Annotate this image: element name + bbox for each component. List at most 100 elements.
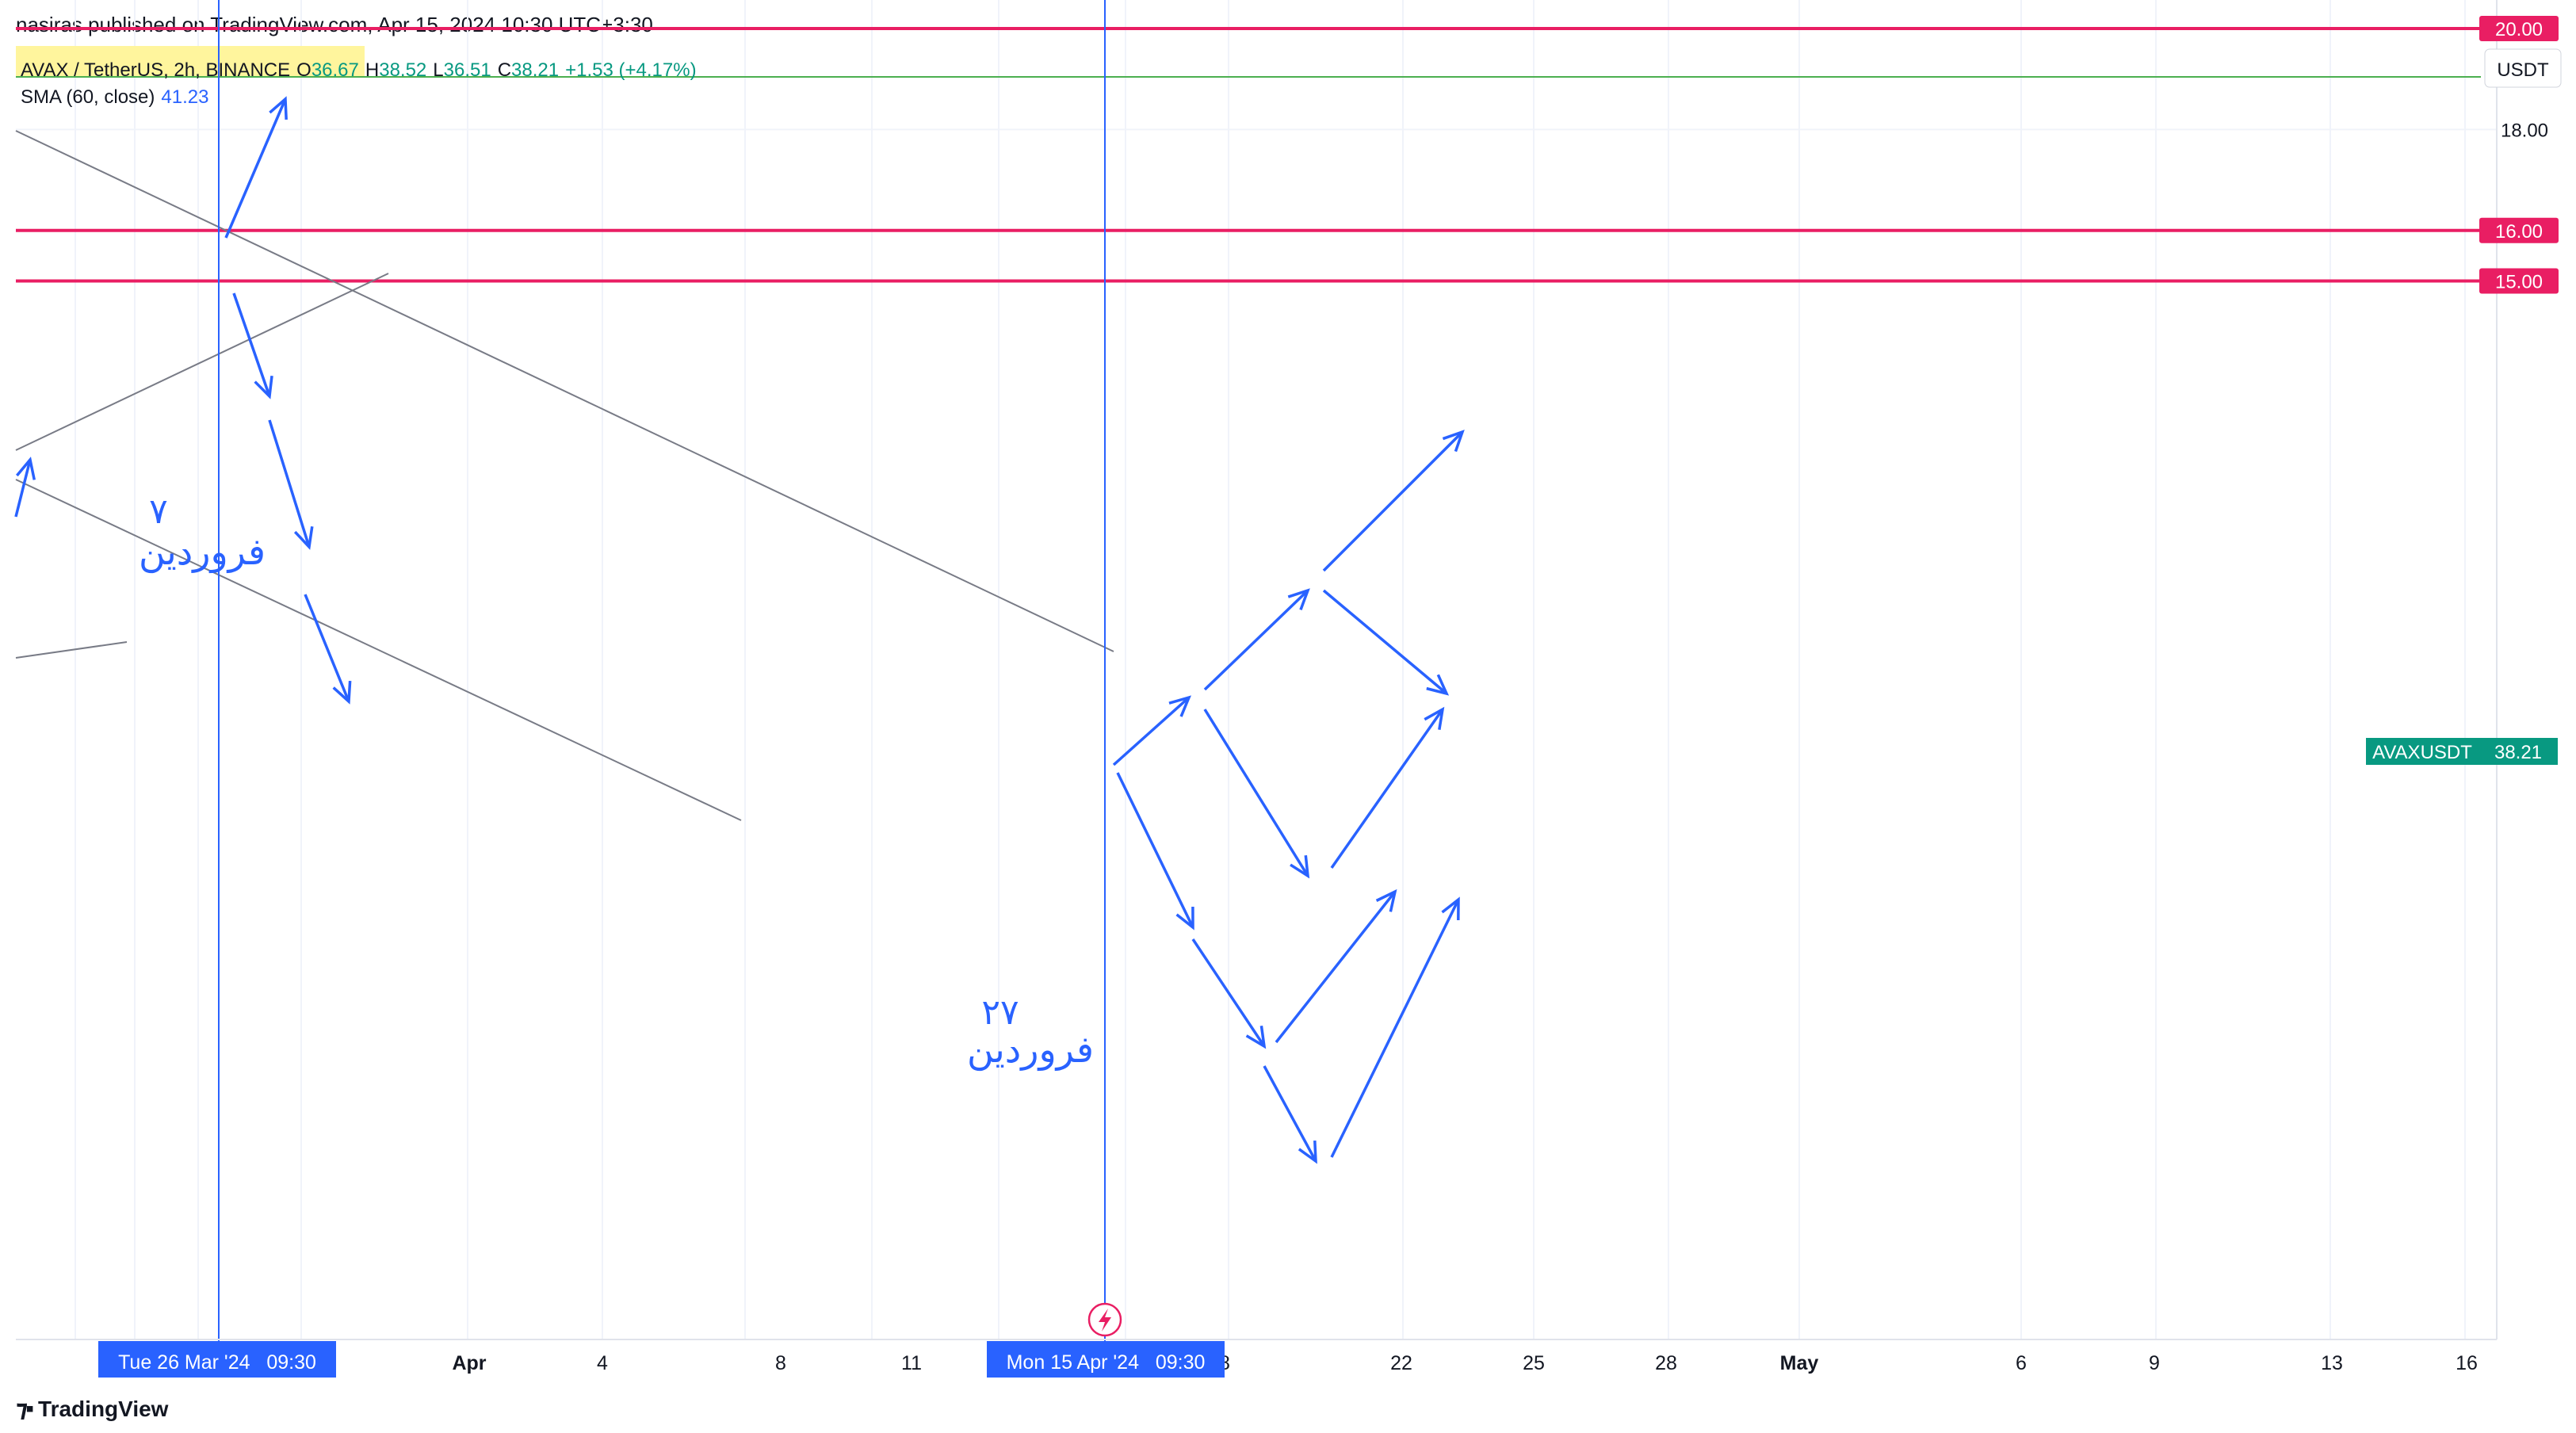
trend-line-3: [15, 641, 128, 659]
arrow-head: [1290, 854, 1310, 879]
arrow-10: [1330, 706, 1445, 869]
tradingview-logo-icon: ⁊▪: [16, 1396, 34, 1422]
time-tick-11: 13: [2321, 1352, 2343, 1374]
chart-legend: AVAX / TetherUS, 2h, BINANCE O36.67 H38.…: [21, 57, 697, 111]
arrow-13: [1275, 888, 1397, 1044]
arrow-4: [304, 594, 352, 705]
arrow-11: [1116, 772, 1194, 930]
cursor-lines: [218, 0, 1106, 1341]
arrow-head: [1441, 896, 1460, 921]
arrow-head: [1298, 1140, 1317, 1164]
level-tag-14: 20.00: [2479, 16, 2559, 41]
arrow-7: [1322, 430, 1465, 572]
legend-close: 38.21: [511, 59, 560, 81]
arrow-head: [269, 96, 288, 120]
time-tick-9: 6: [2016, 1352, 2027, 1374]
annotation-right-number: ۲۷: [981, 993, 1019, 1032]
legend-change: +1.53 (+4.17%): [565, 59, 697, 81]
arrow-head: [1375, 888, 1397, 912]
time-cursor-left-box: [98, 1341, 336, 1378]
chart-grid: [16, 0, 2497, 1339]
price-axis: USDT 64.0058.0056.0054.0048.0046.0042.00…: [2366, 0, 2562, 1339]
arrow-head: [254, 375, 273, 399]
time-cursor-right-label: Mon 15 Apr '24 09:30: [1007, 1351, 1206, 1374]
legend-open: 36.67: [311, 59, 359, 81]
publisher-line: nasiras published on TradingView.com, Ap…: [16, 13, 653, 36]
arrow-shaft: [1203, 709, 1309, 877]
lightning-icon[interactable]: [1087, 1302, 1122, 1337]
persian-annotations: ۷ فروردین ۲۷ فروردین: [139, 492, 1094, 1072]
legend-symbol[interactable]: AVAX / TetherUS, 2h, BINANCE: [21, 59, 291, 81]
time-tick-8: May: [1780, 1352, 1819, 1374]
arrow-shaft: [14, 459, 32, 518]
arrow-0: [14, 457, 36, 518]
level-tag-label: 20.00: [2495, 19, 2543, 40]
annotation-right-word: فروردین: [967, 1029, 1094, 1072]
highlight-zones: [16, 46, 365, 78]
currency-label[interactable]: USDT: [2497, 59, 2549, 81]
trend-line-0: [15, 130, 1114, 652]
legend-sma-label[interactable]: SMA (60, close): [21, 86, 155, 108]
arrow-shaft: [1330, 708, 1444, 869]
arrow-shaft: [1322, 589, 1448, 695]
time-cursor-right-box: [987, 1341, 1225, 1378]
time-tick-7: 28: [1655, 1352, 1677, 1374]
arrow-shaft: [1275, 890, 1397, 1044]
arrow-shaft: [232, 292, 271, 397]
arrow-9: [1203, 709, 1310, 879]
level-tag-box: [2479, 16, 2559, 41]
currency-box: [2484, 48, 2562, 88]
arrow-shaft: [1203, 589, 1309, 691]
time-tick-6: 25: [1523, 1352, 1545, 1374]
arrow-shaft: [1322, 430, 1464, 572]
time-tick-10: 9: [2149, 1352, 2160, 1374]
arrow-head: [16, 457, 36, 480]
level-tag-box: [2479, 268, 2559, 294]
arrow-shaft: [1191, 938, 1266, 1047]
annotation-left-number: ۷: [149, 492, 168, 531]
trend-line-2: [15, 479, 742, 821]
arrow-1: [224, 96, 288, 239]
arrow-12: [1191, 938, 1267, 1049]
arrow-head: [1245, 1026, 1267, 1049]
arrow-head: [1168, 695, 1191, 717]
symbol-tag-name: AVAXUSDT: [2372, 742, 2472, 763]
arrow-head: [1287, 588, 1310, 610]
level-tag-box: [2479, 217, 2559, 243]
time-tick-5: 22: [1390, 1352, 1412, 1374]
arrow-shaft: [304, 594, 350, 702]
legend-high: 38.52: [379, 59, 427, 81]
time-cursor-left-label: Tue 26 Mar '24 09:30: [118, 1351, 316, 1374]
zone-legend: [16, 46, 365, 78]
arrow-15: [1330, 896, 1460, 1158]
arrow-head: [293, 526, 314, 550]
arrow-3: [268, 419, 314, 550]
time-tick-3: 11: [901, 1352, 922, 1374]
arrow-6: [1203, 588, 1310, 691]
time-tick-2: 8: [775, 1352, 786, 1374]
legend-low: 36.51: [443, 59, 491, 81]
arrow-head: [1426, 674, 1450, 696]
tradingview-logo[interactable]: ⁊▪ TradingView: [16, 1395, 168, 1423]
arrow-shaft: [1330, 899, 1460, 1158]
time-tick-1: 4: [597, 1352, 608, 1374]
arrow-shaft: [1263, 1065, 1317, 1162]
level-tag-15: 16.00: [2479, 217, 2559, 243]
arrow-2: [232, 292, 273, 399]
level-tag-label: 15.00: [2495, 272, 2543, 293]
trend-lines: [15, 130, 1114, 821]
tradingview-brand: TradingView: [38, 1396, 169, 1421]
legend-sma-row: SMA (60, close) 41.23: [21, 84, 697, 111]
arrow-head: [332, 680, 352, 705]
arrow-5: [1112, 695, 1191, 766]
arrow-head: [1442, 430, 1465, 453]
level-tag-16: 15.00: [2479, 268, 2559, 294]
arrow-shaft: [224, 98, 287, 239]
price-tick-12: 18.00: [2501, 120, 2548, 141]
arrow-14: [1263, 1065, 1317, 1164]
time-axis: Apr48118222528May691316 Tue 26 Mar '24 0…: [16, 1339, 2497, 1378]
arrow-head: [1175, 906, 1194, 930]
arrow-shaft: [268, 419, 311, 548]
legend-sma-value: 41.23: [161, 86, 209, 108]
